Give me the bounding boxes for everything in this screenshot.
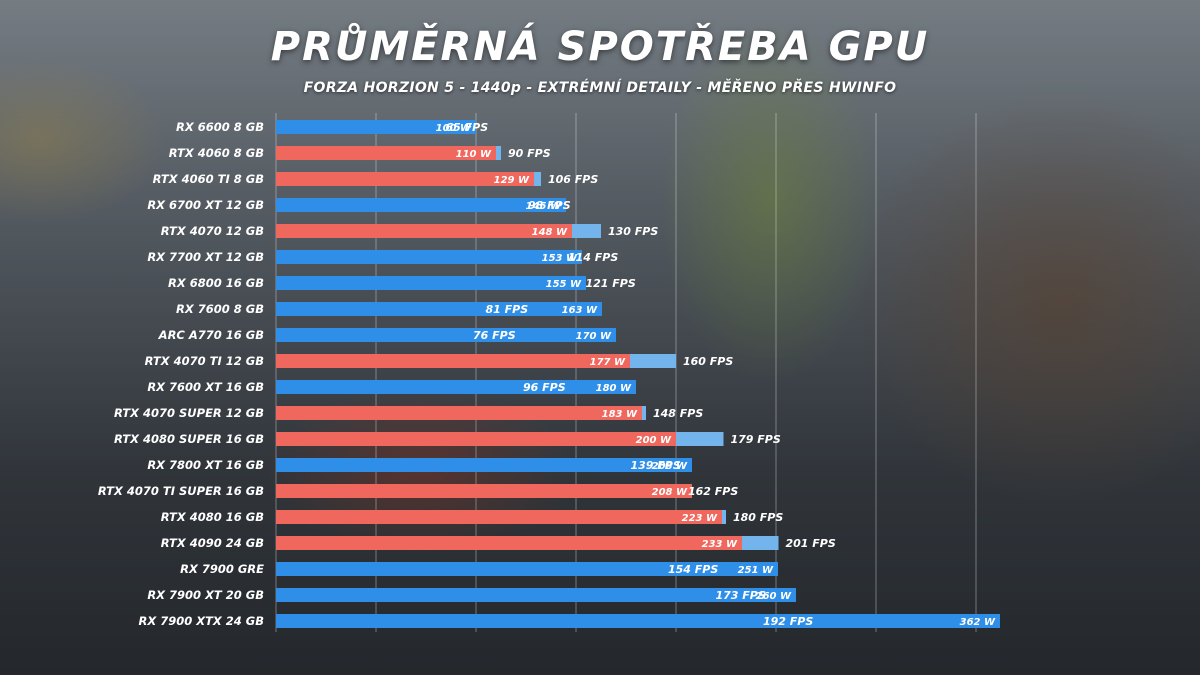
watts-data-label: 180 W — [596, 383, 632, 394]
fps-data-label: 81 FPS — [486, 303, 529, 316]
watts-bar — [276, 432, 676, 446]
watts-data-label: 260 W — [756, 591, 792, 602]
watts-data-label: 153 W — [542, 253, 578, 264]
watts-bar — [276, 510, 722, 524]
fps-data-label: 160 FPS — [683, 355, 733, 368]
watts-data-label: 183 W — [602, 409, 638, 420]
fps-data-label: 201 FPS — [786, 537, 836, 550]
category-label: RTX 4060 TI 8 GB — [153, 172, 265, 186]
fps-data-label: 180 FPS — [733, 511, 783, 524]
fps-data-label: 139 FPS — [631, 459, 681, 472]
fps-data-label: 76 FPS — [473, 329, 516, 342]
watts-data-label: 129 W — [494, 175, 530, 186]
watts-bar — [276, 172, 534, 186]
fps-data-label: 154 FPS — [668, 563, 718, 576]
category-label: RTX 4070 SUPER 12 GB — [114, 406, 264, 420]
category-label: RTX 4070 12 GB — [161, 224, 265, 238]
category-label: RX 6800 16 GB — [168, 276, 264, 290]
fps-data-label: 179 FPS — [731, 433, 781, 446]
watts-bar — [276, 302, 602, 316]
category-label: RX 7600 XT 16 GB — [147, 380, 264, 394]
category-label: RTX 4080 16 GB — [161, 510, 265, 524]
watts-bar — [276, 198, 566, 212]
labels: RX 6600 8 GB 100 W65 FPS RTX 4060 8 GB 110 … — [98, 120, 996, 628]
watts-bar — [276, 614, 1000, 628]
watts-bar — [276, 536, 742, 550]
watts-bar — [276, 224, 572, 238]
fps-data-label: 173 FPS — [716, 589, 766, 602]
watts-bar — [276, 380, 636, 394]
watts-data-label: 362 W — [960, 617, 996, 628]
watts-bar — [276, 328, 616, 342]
watts-bar — [276, 250, 582, 264]
fps-data-label: 106 FPS — [548, 173, 598, 186]
watts-data-label: 163 W — [562, 305, 598, 316]
chart-title: PRŮMĚRNÁ SPOTŘEBA GPU — [270, 24, 930, 70]
category-label: RX 7800 XT 16 GB — [147, 458, 264, 472]
category-label: RX 7700 XT 12 GB — [147, 250, 264, 264]
fps-data-label: 90 FPS — [508, 147, 551, 160]
fps-data-label: 96 FPS — [523, 381, 566, 394]
watts-bar — [276, 120, 476, 134]
watts-data-label: 110 W — [456, 149, 492, 160]
category-label: RTX 4090 24 GB — [161, 536, 265, 550]
watts-data-label: 200 W — [636, 435, 672, 446]
bars — [276, 120, 1000, 628]
fps-data-label: 162 FPS — [688, 485, 738, 498]
watts-data-label: 208 W — [652, 487, 688, 498]
watts-bar — [276, 458, 692, 472]
fps-data-label: 65 FPS — [446, 121, 489, 134]
fps-data-label: 130 FPS — [608, 225, 658, 238]
watts-bar — [276, 484, 692, 498]
watts-bar — [276, 588, 796, 602]
fps-data-label: 121 FPS — [586, 277, 636, 290]
watts-data-label: 155 W — [546, 279, 582, 290]
watts-bar — [276, 146, 496, 160]
fps-data-label: 148 FPS — [653, 407, 703, 420]
category-label: RTX 4080 SUPER 16 GB — [114, 432, 264, 446]
category-label: ARC A770 16 GB — [158, 328, 265, 342]
watts-data-label: 251 W — [738, 565, 774, 576]
chart-subtitle: FORZA HORZION 5 - 1440p - EXTRÉMNÍ DETAI… — [303, 80, 897, 96]
watts-data-label: 208 W — [652, 461, 688, 472]
watts-bar — [276, 406, 642, 420]
gridlines — [275, 113, 977, 632]
watts-data-label: 170 W — [576, 331, 612, 342]
fps-data-label: 98 FPS — [528, 199, 571, 212]
category-label: RX 6700 XT 12 GB — [147, 198, 264, 212]
category-label: RX 7900 XT 20 GB — [147, 588, 264, 602]
watts-bar — [276, 354, 630, 368]
fps-data-label: 192 FPS — [763, 615, 813, 628]
watts-data-label: 148 W — [532, 227, 568, 238]
watts-data-label: 100 W — [436, 123, 472, 134]
category-label: RX 7900 GRE — [180, 562, 264, 576]
category-label: RTX 4070 TI 12 GB — [145, 354, 265, 368]
category-label: RTX 4070 TI SUPER 16 GB — [98, 484, 264, 498]
watts-data-label: 177 W — [590, 357, 626, 368]
category-label: RTX 4060 8 GB — [169, 146, 265, 160]
category-label: RX 7600 8 GB — [176, 302, 264, 316]
watts-data-label: 223 W — [682, 513, 718, 524]
fps-data-label: 114 FPS — [568, 251, 618, 264]
watts-bar — [276, 276, 586, 290]
watts-bar — [276, 562, 778, 576]
category-label: RX 6600 8 GB — [176, 120, 264, 134]
watts-data-label: 145 W — [526, 201, 562, 212]
watts-data-label: 233 W — [702, 539, 738, 550]
category-label: RX 7900 XTX 24 GB — [138, 614, 264, 628]
